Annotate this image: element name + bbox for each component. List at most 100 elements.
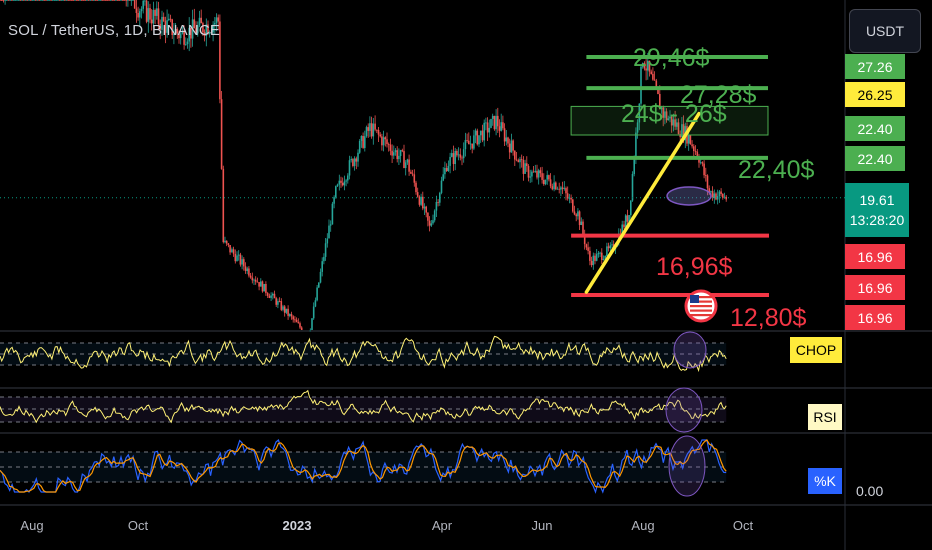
candle [227,243,230,245]
candle [21,0,23,1]
price-tag: 26.25 [845,82,905,107]
candle [677,122,680,135]
candle [350,159,352,161]
candle [537,170,540,178]
us-event-flag-icon[interactable] [684,289,718,323]
candle [150,19,153,24]
candle [309,330,312,332]
candle [529,176,531,178]
candle [370,123,373,137]
candle [251,277,254,281]
candle [589,250,591,261]
candle [2,0,5,1]
candle [587,247,589,251]
candle [147,8,150,22]
candle [689,135,692,145]
candle [657,88,659,94]
candle [665,111,668,121]
candle [157,8,160,24]
candle [372,123,375,137]
candle [132,0,134,1]
candle [53,0,56,1]
stoch-k-indicator-label[interactable]: %K [808,468,842,494]
candle [258,282,260,287]
candle [268,295,271,298]
candle [312,306,315,319]
candle [440,180,443,193]
candle [408,159,410,172]
candle [517,160,520,163]
chop-indicator-label[interactable]: CHOP [790,337,842,363]
candle [33,0,35,1]
candle [396,150,398,160]
candle [249,275,252,278]
candle [507,137,509,144]
candle [285,308,288,313]
candle [186,41,189,45]
level-label-1280: 12,80$ [730,304,807,332]
candle [546,175,548,180]
candle [510,140,513,153]
candle [486,122,489,133]
candle [423,206,426,209]
candle [585,244,588,248]
rsi-indicator-label[interactable]: RSI [808,404,842,430]
candle [399,150,402,156]
candle [91,0,93,1]
candle [340,180,342,183]
candle [125,0,127,1]
candle [653,79,656,81]
x-axis-label: Oct [732,518,754,533]
highlight-ellipse [666,186,712,206]
level-label-2728: 27,28$ [680,81,757,109]
candle [121,0,124,1]
candle [452,153,455,164]
candle [628,215,630,222]
candle [578,211,581,225]
candle [662,107,664,118]
candle [0,0,3,1]
candle [705,175,707,176]
candle [188,27,190,42]
candle [272,293,274,296]
candle [260,281,262,287]
candle [263,284,265,292]
candle [519,159,521,163]
candle [243,259,245,267]
zone-label: 24$ - 26$ [621,100,727,128]
candle [261,281,264,292]
candle [679,134,681,138]
currency-button[interactable]: USDT [849,9,921,53]
candle [464,140,467,150]
candle [527,166,530,178]
candle [103,0,105,1]
candle [362,136,364,148]
candle [55,0,58,1]
candle [522,160,525,174]
stoch-axis-value: 0.00 [856,483,884,499]
candle [62,0,64,1]
candle [75,0,78,1]
candle [162,16,165,22]
candle [498,126,501,131]
price-tag: 16.96 [845,305,905,330]
candle [12,0,15,1]
candle [324,243,327,257]
x-axis-label: 2023 [282,518,312,533]
candle [459,154,462,158]
candle [631,174,634,201]
candle [116,0,119,1]
candle [246,268,248,271]
candle [526,163,528,166]
candle [19,0,22,1]
candle [123,0,126,1]
price-tag-value: 19.61 [859,192,895,208]
candle [270,295,272,298]
candle [364,136,366,148]
candle [200,17,202,24]
candle [500,122,502,131]
flag-stripe [690,296,712,299]
candle [386,139,388,144]
candle [698,157,700,163]
